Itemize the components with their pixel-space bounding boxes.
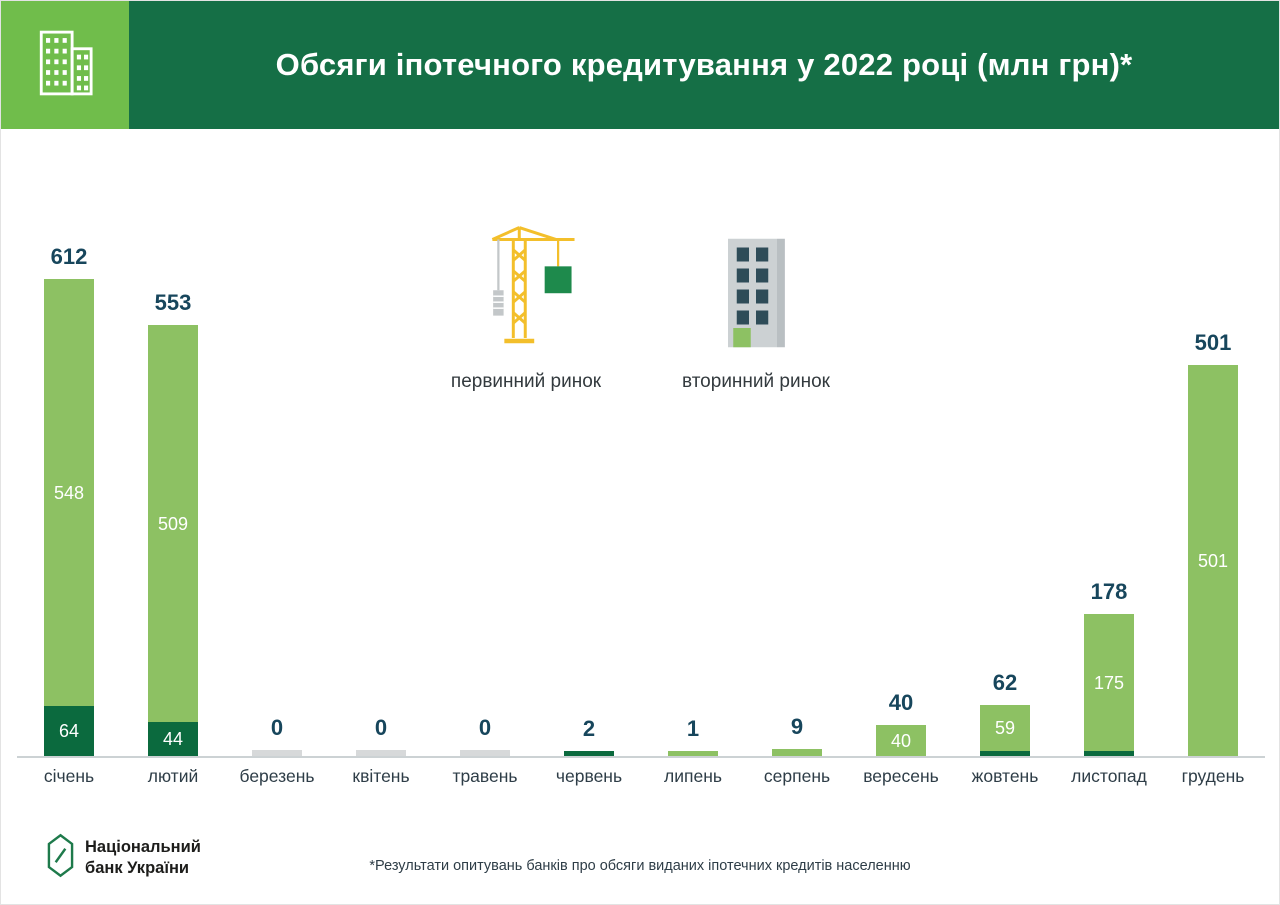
nbu-logo-text: Національний банк України bbox=[85, 837, 201, 878]
bar-total-label: 40 bbox=[888, 690, 914, 715]
header-band: Обсяги іпотечного кредитування у 2022 ро… bbox=[129, 1, 1279, 129]
bar-column: 2 bbox=[537, 161, 641, 756]
primary-market-segment bbox=[1084, 751, 1134, 756]
bar-column: 62 59 bbox=[953, 161, 1057, 756]
month-label: лютий bbox=[147, 766, 199, 786]
month-label: жовтень bbox=[971, 766, 1039, 786]
segment-value-label: 64 bbox=[58, 721, 80, 741]
month-label: січень bbox=[43, 766, 95, 786]
bar-total-label: 0 bbox=[270, 715, 284, 740]
primary-market-segment bbox=[564, 751, 614, 756]
secondary-market-segment: 175 bbox=[1084, 614, 1134, 751]
month-label: серпень bbox=[763, 766, 831, 786]
footnote: *Результати опитувань банків про обсяги … bbox=[369, 858, 911, 874]
secondary-market-segment: 40 bbox=[876, 725, 926, 756]
bar-column: 40 40 bbox=[849, 161, 953, 756]
bar-total-label: 0 bbox=[374, 715, 388, 740]
legend-label-primary: первинний ринок bbox=[450, 371, 602, 392]
nbu-emblem-icon bbox=[47, 833, 74, 883]
secondary-market-segment bbox=[668, 751, 718, 756]
apartment-building-icon bbox=[721, 234, 791, 357]
month-label: квітень bbox=[352, 766, 410, 786]
bar-chart: 612 548 64 553 509 44 0 0 0 2 1 9 40 40 62 59 178 175 501 5… bbox=[17, 161, 1265, 758]
bar-total-label: 553 bbox=[154, 290, 192, 315]
stacked-bar bbox=[252, 750, 302, 756]
segment-value-label: 40 bbox=[890, 730, 912, 751]
stacked-bar: 509 44 bbox=[148, 325, 198, 756]
legend-label-secondary: вторинний ринок bbox=[682, 371, 830, 392]
bar-total-label: 9 bbox=[790, 714, 804, 739]
bar-column: 553 509 44 bbox=[121, 161, 225, 756]
segment-value-label: 59 bbox=[994, 718, 1016, 738]
bar-total-label: 1 bbox=[686, 716, 700, 741]
bar-column: 1 bbox=[641, 161, 745, 756]
segment-value-label: 548 bbox=[53, 482, 85, 503]
bar-column: 612 548 64 bbox=[17, 161, 121, 756]
stacked-bar: 40 bbox=[876, 725, 926, 756]
header: Обсяги іпотечного кредитування у 2022 ро… bbox=[1, 1, 1279, 129]
primary-market-segment: 44 bbox=[148, 722, 198, 756]
secondary-market-segment bbox=[772, 749, 822, 756]
month-label: грудень bbox=[1181, 766, 1245, 786]
legend-item-primary: первинний ринок bbox=[426, 223, 626, 393]
stacked-bar: 175 bbox=[1084, 614, 1134, 756]
month-label: липень bbox=[664, 766, 722, 786]
buildings-icon bbox=[27, 25, 103, 106]
stacked-bar bbox=[564, 751, 614, 756]
bar-total-label: 2 bbox=[582, 716, 596, 741]
segment-value-label: 175 bbox=[1093, 672, 1125, 693]
primary-market-segment bbox=[980, 751, 1030, 756]
x-axis-labels: січень лютий березень квітень травень червень… bbox=[17, 766, 1265, 787]
month-label: листопад bbox=[1071, 766, 1147, 786]
month-label: травень bbox=[452, 766, 518, 786]
bar-column: 0 bbox=[329, 161, 433, 756]
secondary-market-segment: 509 bbox=[148, 325, 198, 722]
segment-value-label: 44 bbox=[162, 729, 184, 749]
bar-total-label: 0 bbox=[478, 715, 492, 740]
bar-column: 0 bbox=[225, 161, 329, 756]
chart-legend: первинний ринок вторинний ринок bbox=[426, 223, 856, 393]
stacked-bar bbox=[460, 750, 510, 756]
nbu-logo: Національний банк України bbox=[47, 833, 201, 883]
primary-market-segment: 64 bbox=[44, 706, 94, 756]
secondary-market-segment: 501 bbox=[1188, 365, 1238, 756]
month-label: червень bbox=[555, 766, 623, 786]
stacked-bar bbox=[772, 749, 822, 756]
stacked-bar: 548 64 bbox=[44, 279, 94, 756]
bar-column: 178 175 bbox=[1057, 161, 1161, 756]
construction-crane-icon bbox=[470, 224, 582, 357]
stacked-bar: 501 bbox=[1188, 365, 1238, 756]
stacked-bar bbox=[356, 750, 406, 756]
stacked-bar bbox=[668, 751, 718, 756]
secondary-market-segment: 548 bbox=[44, 279, 94, 706]
zero-bar-segment bbox=[356, 750, 406, 756]
zero-bar-segment bbox=[252, 750, 302, 756]
month-label: вересень bbox=[863, 766, 939, 786]
segment-value-label: 509 bbox=[157, 513, 189, 534]
bar-column: 501 501 bbox=[1161, 161, 1265, 756]
bar-column: 9 bbox=[745, 161, 849, 756]
stacked-bar: 59 bbox=[980, 705, 1030, 756]
segment-value-label: 501 bbox=[1197, 550, 1229, 571]
month-label: березень bbox=[239, 766, 315, 786]
bar-column: 0 bbox=[433, 161, 537, 756]
bar-total-label: 178 bbox=[1090, 579, 1128, 604]
bar-total-label: 62 bbox=[992, 670, 1018, 695]
page-title: Обсяги іпотечного кредитування у 2022 ро… bbox=[275, 47, 1133, 82]
secondary-market-segment: 59 bbox=[980, 705, 1030, 751]
nbu-logo-line1: Національний bbox=[85, 838, 201, 857]
zero-bar-segment bbox=[460, 750, 510, 756]
header-icon-box bbox=[1, 1, 129, 129]
nbu-logo-line2: банк України bbox=[85, 859, 190, 877]
bar-total-label: 501 bbox=[1194, 330, 1232, 355]
legend-item-secondary: вторинний ринок bbox=[656, 223, 856, 393]
bar-total-label: 612 bbox=[50, 244, 88, 269]
